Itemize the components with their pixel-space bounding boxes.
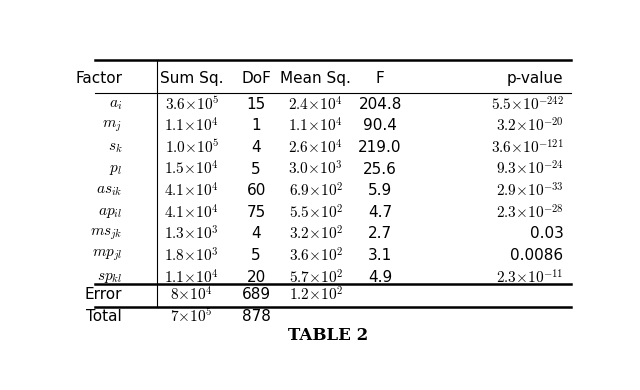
Text: $5.5{\times}10^{-242}$: $5.5{\times}10^{-242}$ <box>490 95 564 113</box>
Text: 4: 4 <box>252 140 261 155</box>
Text: $3.2{\times}10^{-20}$: $3.2{\times}10^{-20}$ <box>496 117 564 135</box>
Text: p-value: p-value <box>507 71 564 86</box>
Text: $3.6{\times}10^2$: $3.6{\times}10^2$ <box>289 246 342 264</box>
Text: $4.1{\times}10^4$: $4.1{\times}10^4$ <box>164 203 219 222</box>
Text: 689: 689 <box>241 287 271 302</box>
Text: $3.6{\times}10^5$: $3.6{\times}10^5$ <box>164 96 219 113</box>
Text: $4.1{\times}10^4$: $4.1{\times}10^4$ <box>164 182 219 200</box>
Text: 90.4: 90.4 <box>363 118 397 133</box>
Text: $3.2{\times}10^2$: $3.2{\times}10^2$ <box>289 225 342 243</box>
Text: F: F <box>376 71 385 86</box>
Text: 4.9: 4.9 <box>368 269 392 285</box>
Text: $mp_{jl}$: $mp_{jl}$ <box>92 248 122 263</box>
Text: $1.8{\times}10^3$: $1.8{\times}10^3$ <box>164 246 219 264</box>
Text: $1.5{\times}10^4$: $1.5{\times}10^4$ <box>164 160 219 178</box>
Text: Factor: Factor <box>75 71 122 86</box>
Text: $2.6{\times}10^4$: $2.6{\times}10^4$ <box>289 138 343 156</box>
Text: $ap_{il}$: $ap_{il}$ <box>98 205 122 220</box>
Text: $2.9{\times}10^{-33}$: $2.9{\times}10^{-33}$ <box>496 182 564 200</box>
Text: $8{\times}10^4$: $8{\times}10^4$ <box>170 286 213 304</box>
Text: 75: 75 <box>246 205 266 220</box>
Text: Sum Sq.: Sum Sq. <box>160 71 223 86</box>
Text: 20: 20 <box>246 269 266 285</box>
Text: $1.3{\times}10^3$: $1.3{\times}10^3$ <box>164 225 219 243</box>
Text: 204.8: 204.8 <box>358 97 402 112</box>
Text: $3.0{\times}10^3$: $3.0{\times}10^3$ <box>289 160 342 178</box>
Text: Total: Total <box>86 309 122 324</box>
Text: $1.1{\times}10^4$: $1.1{\times}10^4$ <box>164 117 219 135</box>
Text: 1: 1 <box>252 118 261 133</box>
Text: 4.7: 4.7 <box>368 205 392 220</box>
Text: Error: Error <box>84 287 122 302</box>
Text: Mean Sq.: Mean Sq. <box>280 71 351 86</box>
Text: 2.7: 2.7 <box>368 226 392 241</box>
Text: 0.03: 0.03 <box>530 226 564 241</box>
Text: $1.2{\times}10^2$: $1.2{\times}10^2$ <box>289 286 342 304</box>
Text: DoF: DoF <box>241 71 271 86</box>
Text: TABLE 2: TABLE 2 <box>288 326 368 344</box>
Text: $2.3{\times}10^{-28}$: $2.3{\times}10^{-28}$ <box>495 203 564 222</box>
Text: 4: 4 <box>252 226 261 241</box>
Text: $7{\times}10^5$: $7{\times}10^5$ <box>170 308 212 325</box>
Text: $5.7{\times}10^2$: $5.7{\times}10^2$ <box>289 268 342 286</box>
Text: $p_l$: $p_l$ <box>109 161 122 177</box>
Text: 60: 60 <box>246 183 266 198</box>
Text: $a_i$: $a_i$ <box>109 97 122 112</box>
Text: $3.6{\times}10^{-121}$: $3.6{\times}10^{-121}$ <box>491 138 564 156</box>
Text: 15: 15 <box>246 97 266 112</box>
Text: 5: 5 <box>252 161 261 177</box>
Text: $5.5{\times}10^2$: $5.5{\times}10^2$ <box>289 203 342 222</box>
Text: 3.1: 3.1 <box>368 248 392 263</box>
Text: 5: 5 <box>252 248 261 263</box>
Text: $sp_{kl}$: $sp_{kl}$ <box>97 269 122 285</box>
Text: 25.6: 25.6 <box>363 161 397 177</box>
Text: $1.0{\times}10^5$: $1.0{\times}10^5$ <box>164 138 219 156</box>
Text: $2.4{\times}10^4$: $2.4{\times}10^4$ <box>289 95 343 113</box>
Text: $2.3{\times}10^{-11}$: $2.3{\times}10^{-11}$ <box>496 268 564 286</box>
Text: 219.0: 219.0 <box>358 140 402 155</box>
Text: $1.1{\times}10^4$: $1.1{\times}10^4$ <box>289 117 343 135</box>
Text: 0.0086: 0.0086 <box>511 248 564 263</box>
Text: $6.9{\times}10^2$: $6.9{\times}10^2$ <box>289 182 342 200</box>
Text: $s_k$: $s_k$ <box>108 140 122 155</box>
Text: $m_j$: $m_j$ <box>102 118 122 133</box>
Text: $9.3{\times}10^{-24}$: $9.3{\times}10^{-24}$ <box>495 160 564 178</box>
Text: 5.9: 5.9 <box>368 183 392 198</box>
Text: $ms_{jk}$: $ms_{jk}$ <box>90 226 122 242</box>
Text: $1.1{\times}10^4$: $1.1{\times}10^4$ <box>164 268 219 286</box>
Text: $as_{ik}$: $as_{ik}$ <box>96 183 122 198</box>
Text: 878: 878 <box>242 309 271 324</box>
